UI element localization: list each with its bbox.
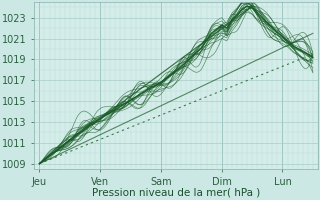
X-axis label: Pression niveau de la mer( hPa ): Pression niveau de la mer( hPa ) (92, 188, 260, 198)
